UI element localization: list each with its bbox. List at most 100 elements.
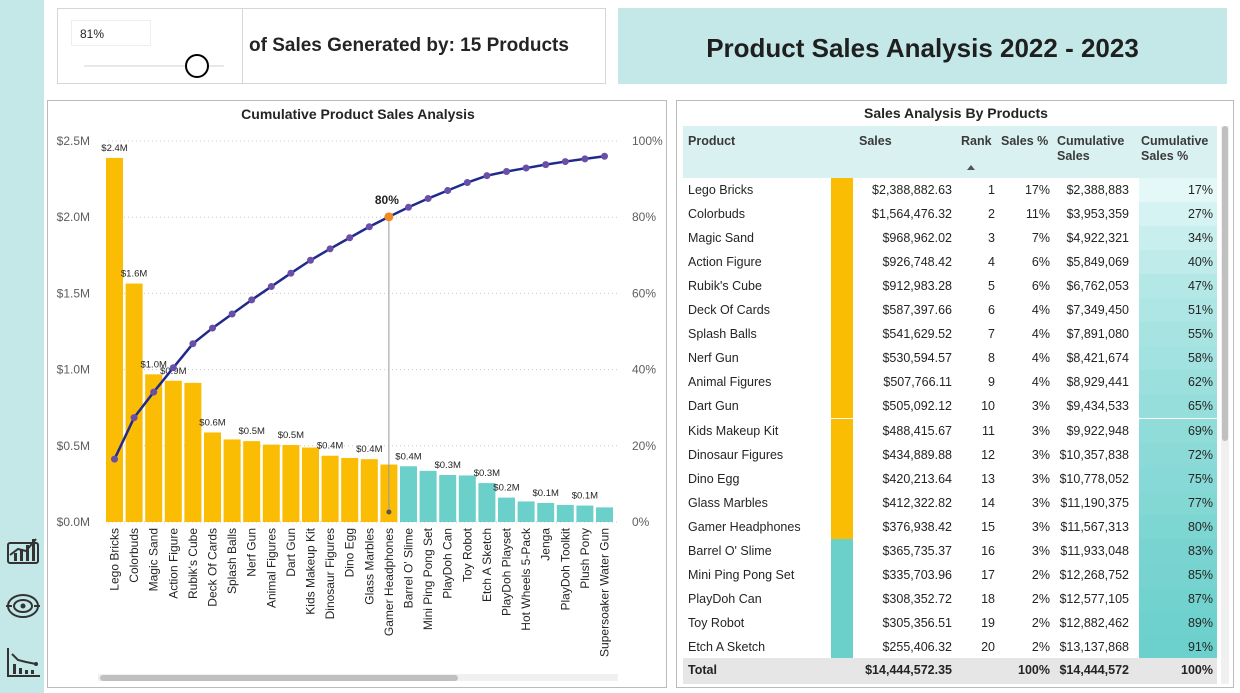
table-row[interactable]: Kids Makeup Kit $488,415.67 11 3% $9,922,948…: [683, 418, 1217, 443]
cell-rank: 14: [981, 495, 995, 510]
header-cumulative-pct[interactable]: Cumulative Sales %: [1141, 134, 1209, 163]
table-row[interactable]: Etch A Sketch $255,406.32 20 2% $13,137,868 9…: [683, 634, 1217, 659]
table-row[interactable]: Glass Marbles $412,322.82 14 3% $11,190,375 7…: [683, 490, 1217, 515]
table-row[interactable]: PlayDoh Can $308,352.72 18 2% $12,577,105 87%: [683, 586, 1217, 611]
line-chart-icon[interactable]: [4, 646, 42, 680]
cell-product: Glass Marbles: [688, 495, 768, 510]
table-row[interactable]: Action Figure $926,748.42 4 6% $5,849,069 40%: [683, 250, 1217, 275]
x-tick-label: Jenga: [539, 528, 553, 561]
header-cumulative-sales[interactable]: Cumulative Sales: [1057, 134, 1125, 163]
slicer-value-input[interactable]: 81%: [71, 20, 151, 46]
slider-track[interactable]: [84, 65, 224, 67]
cell-cumulative-sales: $12,268,752: [1059, 567, 1129, 582]
cell-rank: 7: [988, 327, 995, 342]
y-tick-label: $2.0M: [57, 210, 90, 224]
cell-cumulative-pct-bg: 51%: [1139, 298, 1217, 323]
dashboard-chart-icon[interactable]: [4, 533, 42, 567]
cell-cumulative-pct: 40%: [1187, 255, 1213, 270]
bar: [341, 457, 359, 522]
sales-table-panel: Sales Analysis By Products Product Sales…: [676, 100, 1234, 688]
cell-rank: 1: [988, 183, 995, 197]
chart-scroll-thumb[interactable]: [100, 675, 458, 681]
cell-product: Action Figure: [688, 255, 762, 270]
table-row[interactable]: Lego Bricks $2,388,882.63 1 17% $2,388,883 17…: [683, 178, 1217, 202]
line-marker: [228, 310, 236, 318]
cell-sales: $505,092.12: [882, 399, 952, 414]
cell-rank: 16: [981, 543, 995, 558]
cell-cumulative-pct: 89%: [1187, 615, 1213, 630]
cell-cumulative-sales: $6,762,053: [1066, 279, 1129, 294]
line-marker: [130, 414, 138, 422]
x-tick-label: Glass Marbles: [362, 528, 376, 605]
bar: [321, 455, 339, 522]
target-icon[interactable]: [4, 589, 42, 623]
table-row[interactable]: Dinosaur Figures $434,889.88 12 3% $10,357,8…: [683, 442, 1217, 467]
table-row[interactable]: Rubik's Cube $912,983.28 5 6% $6,762,053 47%: [683, 274, 1217, 299]
table-row[interactable]: Deck Of Cards $587,397.66 6 4% $7,349,450 51%: [683, 298, 1217, 323]
cell-cumulative-sales: $4,922,321: [1066, 231, 1129, 246]
table-row[interactable]: Nerf Gun $530,594.57 8 4% $8,421,674 58%: [683, 346, 1217, 371]
cell-sales-pct: 6%: [1031, 279, 1050, 294]
cell-sales-pct: 4%: [1031, 375, 1050, 390]
slider-thumb[interactable]: [185, 54, 209, 78]
bar-data-label: $0.4M: [356, 444, 382, 455]
bar-data-label: $0.4M: [317, 441, 343, 452]
table-row[interactable]: Toy Robot $305,356.51 19 2% $12,882,462 89%: [683, 610, 1217, 635]
bar: [537, 502, 555, 522]
table-row[interactable]: Barrel O' Slime $365,735.37 16 3% $11,933,04…: [683, 538, 1217, 563]
table-row[interactable]: Dino Egg $420,213.64 13 3% $10,778,052 75%: [683, 466, 1217, 491]
cell-rank: 3: [988, 231, 995, 246]
cell-cumulative-sales: $12,882,462: [1059, 615, 1129, 630]
cell-rank: 2: [988, 207, 995, 222]
y2-tick-label: 20%: [632, 439, 656, 453]
bar: [106, 157, 123, 522]
y-tick-label: $1.5M: [57, 286, 90, 300]
bar-data-label: $0.2M: [493, 483, 519, 494]
cell-cumulative-sales: $9,434,533: [1066, 399, 1129, 414]
y2-tick-label: 80%: [632, 210, 656, 224]
highlight-base-marker: [386, 509, 392, 515]
table-row[interactable]: Magic Sand $968,962.02 3 7% $4,922,321 34%: [683, 226, 1217, 251]
table-row[interactable]: Gamer Headphones $376,938.42 15 3% $11,567,3…: [683, 514, 1217, 539]
cell-color-bar: [831, 634, 853, 659]
cell-rank: 4: [988, 255, 995, 270]
table-row[interactable]: Dart Gun $505,092.12 10 3% $9,434,533 65%: [683, 394, 1217, 419]
x-tick-label: Deck Of Cards: [206, 528, 220, 607]
cell-color-bar: [831, 394, 853, 419]
scroll-thumb[interactable]: [1222, 126, 1228, 441]
cell-cumulative-pct: 65%: [1187, 399, 1213, 414]
cell-cumulative-pct: 55%: [1187, 327, 1213, 342]
line-marker: [111, 455, 118, 463]
cell-sales-pct: 2%: [1031, 567, 1050, 582]
total-row: Total $14,444,572.35 100% $14,444,572 10…: [683, 658, 1217, 684]
x-tick-label: Animal Figures: [264, 528, 278, 608]
line-marker: [522, 164, 530, 172]
bar: [517, 501, 535, 522]
cell-sales-pct: 4%: [1031, 303, 1050, 318]
cell-cumulative-sales: $13,137,868: [1059, 639, 1129, 654]
cell-sales: $412,322.82: [882, 495, 952, 510]
table-row[interactable]: Animal Figures $507,766.11 9 4% $8,929,441 62…: [683, 370, 1217, 395]
table-scrollbar[interactable]: [1221, 126, 1229, 684]
table-row[interactable]: Colorbuds $1,564,476.32 2 11% $3,953,359 27%: [683, 202, 1217, 227]
table-row[interactable]: Mini Ping Pong Set $335,703.96 17 2% $12,268…: [683, 562, 1217, 587]
cell-cumulative-sales: $8,421,674: [1066, 351, 1129, 366]
cell-color-bar: [831, 226, 853, 251]
header-rank[interactable]: Rank: [961, 134, 992, 148]
cell-color-bar: [831, 490, 853, 515]
header-product[interactable]: Product: [688, 134, 736, 148]
header-sales-pct[interactable]: Sales %: [1001, 134, 1049, 148]
cell-cumulative-pct: 85%: [1187, 567, 1213, 582]
cell-color-bar: [831, 274, 853, 299]
header-sales[interactable]: Sales: [859, 134, 892, 148]
table-row[interactable]: Splash Balls $541,629.52 7 4% $7,891,080 55%: [683, 322, 1217, 347]
x-tick-label: PlayDoh Playset: [500, 527, 514, 616]
cell-cumulative-pct-bg: 47%: [1139, 274, 1217, 299]
x-tick-label: Dart Gun: [284, 528, 298, 577]
cell-rank: 18: [981, 591, 995, 606]
cell-rank: 9: [988, 375, 995, 390]
cell-product: Lego Bricks: [688, 183, 754, 197]
cell-sales-pct: 7%: [1031, 231, 1050, 246]
sort-ascending-icon[interactable]: [967, 165, 975, 170]
line-marker: [365, 223, 373, 231]
